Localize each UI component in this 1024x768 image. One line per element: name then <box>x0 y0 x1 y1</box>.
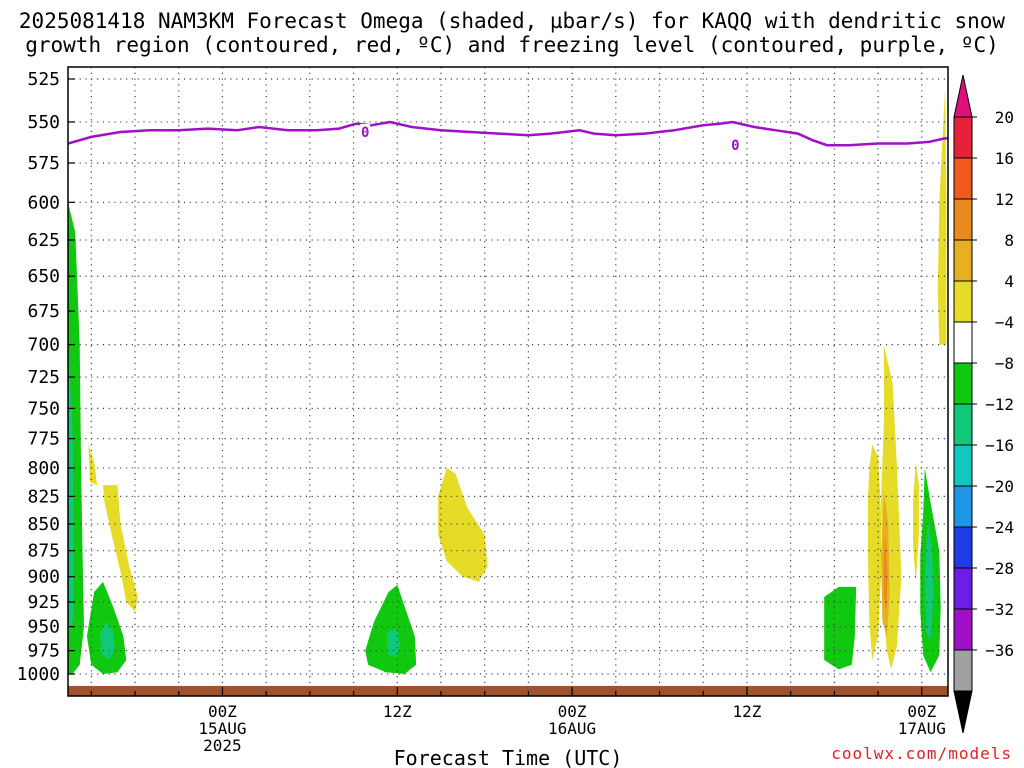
colorbar-top-arrow <box>953 74 973 118</box>
chart-title-line-1: 2025081418 NAM3KM Forecast Omega (shaded… <box>18 9 1006 33</box>
colorbar-tick-label-6: −8 <box>995 354 1014 373</box>
omega-region-13 <box>883 534 888 612</box>
credit-text: coolwx.com/models <box>831 744 1012 763</box>
colorbar-tick-label-4: 4 <box>1004 272 1014 291</box>
omega-region-16 <box>924 518 934 642</box>
plot-frame <box>67 66 949 697</box>
y-tick-label-725: 725 <box>27 367 60 388</box>
omega-region-9 <box>824 586 857 670</box>
y-tick-label-750: 750 <box>27 398 60 419</box>
freezing-level-layer: 00 <box>68 120 948 154</box>
colorbar-tick-label-3: 8 <box>1004 231 1014 250</box>
y-tick-label-650: 650 <box>27 266 60 287</box>
x-tick-label-0-2: 2025 <box>203 736 242 755</box>
freezing-level-label-0: 0 <box>361 125 369 141</box>
y-tick-label-625: 625 <box>27 230 60 251</box>
y-tick-label-550: 550 <box>27 112 60 133</box>
y-tick-label-525: 525 <box>27 69 60 90</box>
y-tick-label-575: 575 <box>27 153 60 174</box>
y-tick-label-800: 800 <box>27 458 60 479</box>
omega-region-11 <box>867 444 881 660</box>
colorbar-tick-label-13: −36 <box>985 641 1014 660</box>
y-tick-label-700: 700 <box>27 335 60 356</box>
y-tick-label-775: 775 <box>27 429 60 450</box>
omega-region-1 <box>68 344 74 637</box>
colorbar-bin-5 <box>953 321 973 364</box>
y-tick-label-600: 600 <box>27 192 60 213</box>
y-tick-label-975: 975 <box>27 641 60 662</box>
colorbar-bin-6 <box>953 362 973 405</box>
omega-region-5 <box>103 485 138 612</box>
omega-region-17 <box>937 87 947 345</box>
x-tick-label-2-0: 00Z <box>558 702 587 721</box>
colorbar-tick-label-5: −4 <box>995 313 1014 332</box>
colorbar-bottom-arrow <box>953 690 973 734</box>
omega-colorbar: 20 16 12 8 4 −4 −8 −12 −16 −20 −24 −28 −32 −36 <box>953 74 1014 734</box>
colorbar-bin-10 <box>953 526 973 569</box>
colorbar-bin-8 <box>953 444 973 487</box>
colorbar-bin-13 <box>953 649 973 692</box>
x-tick-label-2-1: 16AUG <box>548 719 596 738</box>
omega-region-14 <box>913 462 919 582</box>
colorbar-bin-4 <box>953 280 973 323</box>
y-tick-label-875: 875 <box>27 541 60 562</box>
omega-region-8 <box>438 467 488 582</box>
x-axis-label: Forecast Time (UTC) <box>394 746 623 768</box>
x-tick-label-0-0: 00Z <box>208 702 237 721</box>
colorbar-tick-label-11: −28 <box>985 559 1014 578</box>
colorbar-tick-label-7: −12 <box>985 395 1014 414</box>
colorbar-bin-2 <box>953 198 973 241</box>
y-tick-label-900: 900 <box>27 567 60 588</box>
freezing-level-label-1: 0 <box>731 138 739 154</box>
colorbar-tick-label-1: 16 <box>995 149 1014 168</box>
pressure-axis: 525 550 575 600 625 650 675 700 725 750 775 800 825 8… <box>17 69 75 685</box>
colorbar-bin-3 <box>953 239 973 282</box>
omega-region-6 <box>365 584 417 674</box>
y-tick-label-850: 850 <box>27 514 60 535</box>
y-tick-label-925: 925 <box>27 592 60 613</box>
colorbar-bin-9 <box>953 485 973 528</box>
ground-layer <box>68 685 948 696</box>
freezing-label-bg-0 <box>360 123 371 139</box>
x-tick-label-4-1: 17AUG <box>898 719 946 738</box>
colorbar-bin-1 <box>953 157 973 200</box>
y-tick-label-825: 825 <box>27 486 60 507</box>
y-tick-label-1000: 1000 <box>17 664 60 685</box>
freezing-label-bg-1 <box>730 137 741 153</box>
freezing-level-line <box>68 120 948 147</box>
colorbar-tick-label-2: 12 <box>995 190 1014 209</box>
colorbar-tick-label-12: −32 <box>985 600 1014 619</box>
y-tick-label-675: 675 <box>27 301 60 322</box>
colorbar-tick-label-10: −24 <box>985 518 1014 537</box>
x-tick-label-4-0: 00Z <box>907 702 936 721</box>
x-tick-label-1-0: 12Z <box>383 702 412 721</box>
colorbar-tick-label-9: −20 <box>985 477 1014 496</box>
plot-background <box>68 67 948 696</box>
colorbar-bin-7 <box>953 403 973 446</box>
chart-title-line-2: growth region (contoured, red, ºC) and f… <box>25 33 999 57</box>
colorbar-tick-label-8: −16 <box>985 436 1014 455</box>
omega-region-4 <box>88 444 98 486</box>
colorbar-bin-12 <box>953 608 973 651</box>
colorbar-tick-label-0: 20 <box>995 108 1014 127</box>
ground-surface <box>68 685 948 696</box>
omega-shading-layer <box>68 87 947 675</box>
x-tick-label-0-1: 15AUG <box>198 719 246 738</box>
x-tick-label-3-0: 12Z <box>732 702 761 721</box>
grid-lines <box>68 67 948 696</box>
colorbar-bin-11 <box>953 567 973 610</box>
colorbar-bin-0 <box>953 116 973 159</box>
y-tick-label-950: 950 <box>27 617 60 638</box>
